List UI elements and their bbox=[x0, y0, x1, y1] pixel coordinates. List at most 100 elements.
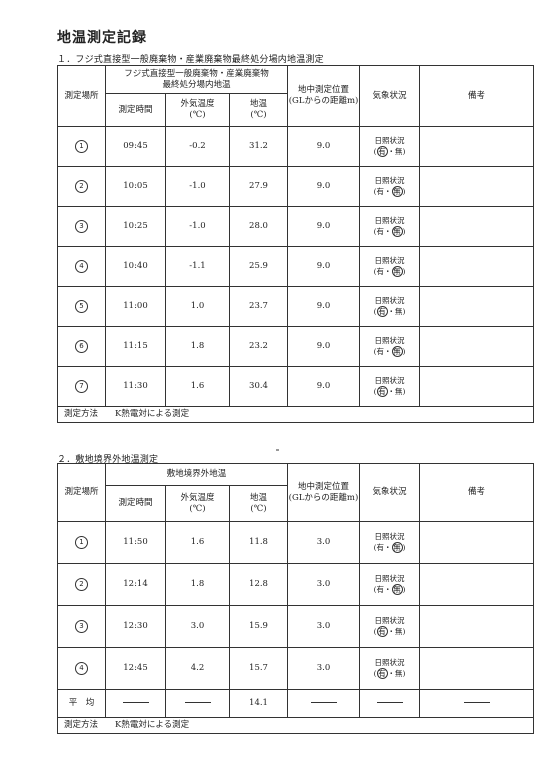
table-row: 2 12:14 1.8 12.8 3.0 日照状況 (有・無) bbox=[57, 563, 534, 606]
table-row: 4 12:45 4.2 15.7 3.0 日照状況(有・無) bbox=[57, 647, 534, 690]
sunshine-options: (有・無) bbox=[373, 305, 406, 317]
location-cell: 5 bbox=[57, 286, 106, 327]
sunshine-options: (有・無) bbox=[373, 185, 406, 197]
location-number: 3 bbox=[75, 620, 88, 633]
option-separator: ・ bbox=[387, 146, 396, 156]
header-time: 測定時間 bbox=[105, 93, 166, 127]
location-cell: 3 bbox=[57, 206, 106, 247]
location-number: 1 bbox=[75, 140, 88, 153]
option-separator: ・ bbox=[384, 226, 392, 236]
option-yes: 有 bbox=[376, 584, 385, 594]
depth-cell: 9.0 bbox=[287, 126, 361, 167]
header-ground-temp: 地温 (℃) bbox=[228, 93, 289, 127]
option-yes: 有 bbox=[376, 385, 388, 397]
ground-temp-cell: 12.8 bbox=[229, 563, 288, 606]
average-time-dash bbox=[105, 689, 166, 718]
header-depth: 地中測定位置 (GLからの距離m) bbox=[287, 463, 360, 522]
location-number: 6 bbox=[75, 340, 88, 353]
outside-temp-cell: 1.6 bbox=[165, 521, 230, 564]
time-cell: 11:30 bbox=[105, 366, 166, 407]
page-title: 地温測定記録 bbox=[57, 30, 147, 46]
depth-cell: 9.0 bbox=[287, 366, 361, 407]
sunshine-options: (有・無) bbox=[373, 225, 406, 237]
option-separator: ・ bbox=[384, 542, 392, 552]
method-row: 測定方法 K熱電対による測定 bbox=[57, 717, 534, 734]
location-number: 4 bbox=[75, 260, 88, 273]
option-yes: 有 bbox=[376, 542, 385, 552]
weather-cell: 日照状況(有・無) bbox=[359, 563, 420, 606]
time-cell: 10:25 bbox=[105, 206, 166, 247]
depth-cell: 9.0 bbox=[287, 326, 361, 367]
ground-temp-cell: 15.9 bbox=[229, 605, 288, 648]
weather-cell: 日照状況(有・無) bbox=[359, 286, 421, 327]
outside-temp-cell: -1.0 bbox=[165, 206, 230, 247]
location-number: 7 bbox=[75, 380, 88, 393]
notes-cell bbox=[419, 246, 535, 287]
header-time: 測定時間 bbox=[105, 485, 166, 522]
location-cell: 7 bbox=[57, 366, 106, 407]
option-no: 無 bbox=[391, 185, 403, 197]
header-ground-temp: 地温 (℃) bbox=[229, 485, 288, 522]
option-no: 無 bbox=[391, 541, 403, 553]
sunshine-label: 日照状況 bbox=[374, 376, 405, 386]
average-outside-dash bbox=[165, 689, 230, 718]
header-outside-temp: 外気温度 (℃) bbox=[165, 485, 230, 522]
section1-heading: １．フジ式直接型一般廃棄物・産業廃棄物最終処分場内地温測定 bbox=[57, 55, 324, 65]
table-row: 5 11:00 1.0 23.7 9.0 日照状況(有・無) bbox=[57, 286, 535, 327]
option-no: 無 bbox=[391, 345, 403, 357]
method-label: 測定方法 bbox=[64, 409, 99, 420]
weather-cell: 日照状況(有・無) bbox=[359, 647, 420, 690]
option-no: 無 bbox=[395, 668, 403, 678]
notes-cell bbox=[419, 521, 534, 564]
option-no: 無 bbox=[391, 225, 403, 237]
notes-cell bbox=[419, 326, 535, 367]
time-cell: 10:40 bbox=[105, 246, 166, 287]
outside-temp-cell: 1.6 bbox=[165, 366, 230, 407]
sunshine-options: (有・無) bbox=[373, 385, 406, 397]
section2-heading: ２．敷地境界外地温測定 bbox=[57, 455, 159, 465]
header-location: 測定場所 bbox=[57, 65, 106, 127]
option-separator: ・ bbox=[384, 584, 392, 594]
location-number: 1 bbox=[75, 536, 88, 549]
depth-cell: 3.0 bbox=[287, 521, 360, 564]
stray-dot bbox=[276, 449, 279, 451]
sunshine-options: (有・無) bbox=[373, 145, 406, 157]
sunshine-label: 日照状況 bbox=[374, 176, 405, 186]
header-location: 測定場所 bbox=[57, 463, 106, 522]
method-value: K熱電対による測定 bbox=[115, 409, 190, 420]
depth-cell: 9.0 bbox=[287, 286, 361, 327]
header-depth: 地中測定位置 (GLからの距離m) bbox=[287, 65, 361, 127]
notes-cell bbox=[419, 286, 535, 327]
sunshine-label: 日照状況 bbox=[374, 616, 405, 626]
header-weather: 気象状況 bbox=[359, 463, 420, 522]
ground-temp-table-2: 測定場所 敷地境界外地温 地中測定位置 (GLからの距離m) 気象状況 備考 測… bbox=[57, 463, 534, 734]
option-no: 無 bbox=[395, 146, 403, 156]
option-yes: 有 bbox=[376, 667, 388, 679]
ground-temp-cell: 28.0 bbox=[228, 206, 289, 247]
ground-temp-cell: 11.8 bbox=[229, 521, 288, 564]
ground-temp-cell: 15.7 bbox=[229, 647, 288, 690]
header-group: 敷地境界外地温 bbox=[105, 463, 288, 486]
option-no: 無 bbox=[395, 626, 403, 636]
outside-temp-cell: 1.8 bbox=[165, 563, 230, 606]
location-cell: 3 bbox=[57, 605, 106, 648]
weather-cell: 日照状況(有・無) bbox=[359, 326, 421, 367]
table-row: 7 11:30 1.6 30.4 9.0 日照状況(有・無) bbox=[57, 366, 535, 407]
sunshine-options: (有・無) bbox=[373, 667, 406, 679]
sunshine-label: 日照状況 bbox=[374, 296, 405, 306]
notes-cell bbox=[419, 206, 535, 247]
option-separator: ・ bbox=[387, 386, 396, 396]
outside-temp-cell: -1.0 bbox=[165, 166, 230, 207]
weather-cell: 日照状況(有・無) bbox=[359, 166, 421, 207]
option-yes: 有 bbox=[376, 305, 388, 317]
ground-temp-table-1: 測定場所 フジ式直接型一般廃棄物・産業廃棄物 最終処分場内地温 地中測定位置 (… bbox=[56, 65, 535, 423]
option-yes: 有 bbox=[376, 625, 388, 637]
ground-temp-cell: 23.2 bbox=[228, 326, 289, 367]
table-row: 3 12:30 3.0 15.9 3.0 日照状況(有・無) bbox=[57, 605, 534, 648]
sunshine-options: (有・無) bbox=[373, 541, 406, 553]
table-row: 3 10:25 -1.0 28.0 9.0 日照状況 (有・無) bbox=[57, 206, 535, 247]
depth-cell: 9.0 bbox=[287, 206, 361, 247]
outside-temp-cell: 4.2 bbox=[165, 647, 230, 690]
header-outside-temp: 外気温度 (℃) bbox=[165, 93, 230, 127]
location-number: 2 bbox=[75, 578, 88, 591]
